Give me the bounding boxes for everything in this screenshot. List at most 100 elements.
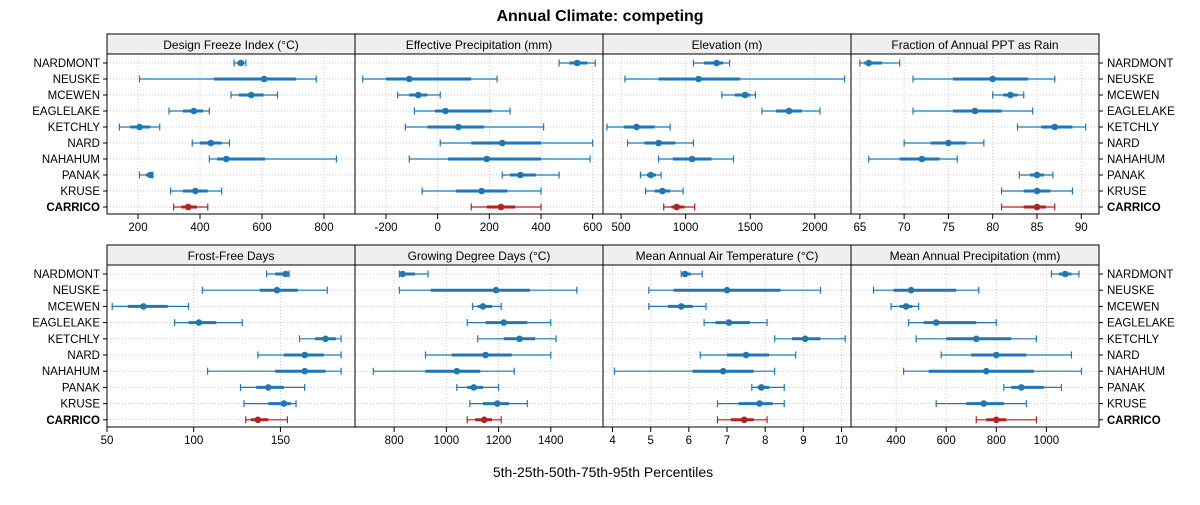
median-point — [498, 139, 506, 147]
median-point — [918, 155, 926, 163]
panel-8-tick-label: 1000 — [1034, 435, 1060, 447]
panel-4-tick-label: 80 — [986, 222, 999, 234]
panel-3-tick-label: 1500 — [737, 222, 763, 234]
panel-3-title: Elevation (m) — [692, 38, 763, 52]
panel-4-tick-label: 85 — [1031, 222, 1044, 234]
panel-8-frame — [850, 264, 1100, 428]
site-label-left: EAGLELAKE — [32, 318, 100, 330]
median-point — [223, 155, 230, 163]
panel-7-tick-label: 6 — [686, 435, 692, 447]
median-point — [195, 319, 203, 326]
median-point — [480, 416, 488, 424]
panel-4-tick-label: 90 — [1075, 222, 1088, 234]
median-point — [517, 171, 524, 179]
median-point — [492, 286, 500, 294]
panel-7-tick-label: 8 — [762, 435, 768, 447]
panel-2-tick-label: 0 — [434, 222, 440, 234]
median-point — [972, 335, 980, 343]
panel-7-tick-label: 7 — [724, 435, 730, 447]
site-label-right: EAGLELAKE — [1107, 106, 1175, 118]
site-label-left: NAHAHUM — [42, 366, 100, 378]
panel-8-tick-label: 800 — [987, 435, 1006, 447]
panel-5-frame — [106, 264, 356, 428]
panel-6-title: Growing Degree Days (°C) — [408, 249, 551, 263]
median-point — [500, 319, 508, 326]
median-point — [301, 367, 309, 375]
site-label-left: KRUSE — [60, 186, 100, 198]
site-label-right: EAGLELAKE — [1107, 318, 1175, 330]
panel-5-title: Frost-Free Days — [188, 249, 275, 263]
panel-7-tick-label: 4 — [609, 435, 616, 447]
site-label-left: NARDMONT — [34, 269, 100, 281]
panel-8-tick-label: 600 — [937, 435, 956, 447]
site-label-right: KETCHLY — [1107, 334, 1160, 346]
x-axis-label: 5th-25th-50th-75th-95th Percentiles — [493, 464, 713, 480]
median-point — [992, 416, 1000, 424]
panel-6-tick-label: 1200 — [486, 435, 512, 447]
median-point — [673, 203, 680, 211]
median-point — [865, 59, 873, 67]
median-point — [989, 75, 997, 83]
site-label-left: KRUSE — [60, 399, 100, 411]
median-point — [483, 155, 491, 163]
median-point — [980, 400, 988, 407]
site-label-left: EAGLELAKE — [32, 106, 100, 118]
site-label-left: NARDMONT — [34, 58, 100, 70]
site-label-right: NARD — [1107, 138, 1140, 150]
median-point — [140, 303, 147, 310]
median-point — [681, 270, 689, 278]
median-point — [479, 303, 487, 310]
median-point — [573, 59, 581, 67]
panel-5-tick-label: 100 — [184, 435, 203, 447]
median-point — [633, 123, 640, 131]
panel-6-tick-label: 800 — [385, 435, 404, 447]
median-point — [282, 270, 289, 278]
chart-title: Annual Climate: competing — [496, 8, 703, 25]
median-point — [273, 286, 281, 294]
site-label-right: MCEWEN — [1107, 301, 1159, 313]
site-label-left: PANAK — [62, 170, 100, 182]
panel-1-title: Design Freeze Index (°C) — [163, 38, 299, 52]
panel-7-title: Mean Annual Air Temperature (°C) — [636, 249, 819, 263]
site-label-left: CARRICO — [46, 415, 100, 427]
median-point — [723, 286, 731, 294]
panel-7-tick-label: 5 — [647, 435, 653, 447]
site-label-right: NAHAHUM — [1107, 154, 1165, 166]
median-point — [453, 367, 461, 375]
median-point — [1033, 203, 1041, 211]
site-label-left: PANAK — [62, 382, 100, 394]
median-point — [932, 319, 940, 326]
median-point — [405, 75, 413, 83]
panel-1-tick-label: 800 — [314, 222, 333, 234]
median-point — [497, 203, 505, 211]
median-point — [301, 351, 309, 359]
site-label-right: KRUSE — [1107, 399, 1147, 411]
median-point — [482, 351, 489, 359]
site-label-right: PANAK — [1107, 382, 1145, 394]
median-point — [647, 171, 655, 179]
median-point — [207, 139, 215, 147]
panel-8-title: Mean Annual Precipitation (mm) — [890, 249, 1061, 263]
median-point — [725, 319, 733, 326]
median-point — [945, 139, 952, 147]
site-label-right: NARD — [1107, 350, 1140, 362]
median-point — [655, 139, 662, 147]
median-point — [184, 203, 192, 211]
median-point — [695, 75, 702, 83]
median-point — [254, 416, 262, 424]
site-label-left: KETCHLY — [48, 122, 101, 134]
median-point — [478, 187, 485, 195]
median-point — [688, 155, 696, 163]
panel-7-tick-label: 10 — [835, 435, 848, 447]
median-point — [442, 107, 449, 115]
median-point — [190, 107, 198, 115]
site-label-right: NEUSKE — [1107, 285, 1155, 297]
median-point — [147, 171, 154, 179]
median-point — [1033, 187, 1041, 195]
median-point — [677, 303, 685, 310]
site-label-right: MCEWEN — [1107, 90, 1159, 102]
panel-1-tick-label: 600 — [252, 222, 271, 234]
panel-2-tick-label: 400 — [531, 222, 550, 234]
median-point — [516, 335, 523, 343]
